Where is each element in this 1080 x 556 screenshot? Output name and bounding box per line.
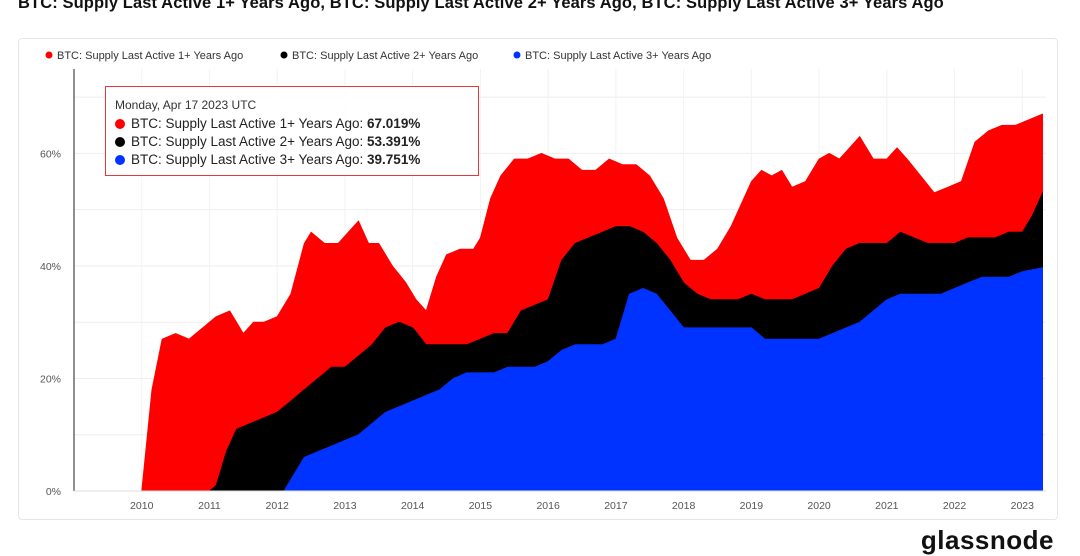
- area-series-3: [141, 267, 1044, 492]
- y-tick-label: 40%: [40, 261, 61, 273]
- series-areas: [141, 113, 1044, 492]
- area-chart[interactable]: 0% 20% 40% 60% 2010 2011 2012 2013 2014 2015 2016 2…: [19, 39, 1057, 519]
- tooltip-row-3y: BTC: Supply Last Active 3+ Years Ago: 39…: [115, 151, 478, 169]
- legend-item-3[interactable]: BTC: Supply Last Active 3+ Years Ago: [525, 50, 711, 62]
- x-tick-label: 2018: [672, 500, 696, 512]
- page-title: BTC: Supply Last Active 1+ Years Ago, BT…: [18, 0, 944, 12]
- legend-dot-3: [513, 51, 521, 59]
- tooltip-label-1y: BTC: Supply Last Active 1+ Years Ago:: [131, 116, 368, 131]
- legend-dot-2: [280, 51, 288, 59]
- y-tick-label: 0%: [46, 486, 61, 498]
- tooltip-value-1y: 67.019%: [367, 116, 421, 131]
- y-tick-label: 60%: [40, 148, 61, 160]
- x-tick-label: 2022: [943, 500, 967, 512]
- x-tick-label: 2016: [536, 500, 560, 512]
- x-tick-label: 2010: [130, 500, 154, 512]
- tooltip-dot-2y: [115, 137, 125, 147]
- tooltip-row-2y: BTC: Supply Last Active 2+ Years Ago: 53…: [115, 133, 478, 151]
- tooltip-date: Monday, Apr 17 2023 UTC: [115, 98, 257, 112]
- x-tick-label: 2017: [604, 500, 628, 512]
- legend-item-2[interactable]: BTC: Supply Last Active 2+ Years Ago: [292, 50, 478, 62]
- tooltip-label-3y: BTC: Supply Last Active 3+ Years Ago:: [131, 152, 368, 167]
- x-tick-label: 2020: [807, 500, 831, 512]
- x-tick-label: 2014: [401, 500, 425, 512]
- x-tick-label: 2019: [740, 500, 764, 512]
- x-tick-label: 2012: [266, 500, 290, 512]
- tooltip-dot-1y: [115, 119, 125, 129]
- legend-dot-1: [45, 51, 53, 59]
- x-tick-label: 2013: [333, 500, 357, 512]
- x-tick-label: 2015: [469, 500, 493, 512]
- legend[interactable]: BTC: Supply Last Active 1+ Years Ago BTC:…: [45, 50, 712, 62]
- axes: 0% 20% 40% 60% 2010 2011 2012 2013 2014 2015 2016 2…: [40, 69, 1046, 512]
- brand-logo: glassnode: [920, 525, 1054, 555]
- tooltip-value-2y: 53.391%: [367, 134, 421, 149]
- legend-item-1[interactable]: BTC: Supply Last Active 1+ Years Ago: [57, 50, 243, 62]
- chart-card: 0% 20% 40% 60% 2010 2011 2012 2013 2014 2015 2016 2…: [18, 38, 1058, 520]
- y-tick-label: 20%: [40, 373, 61, 385]
- chart-tooltip: Monday, Apr 17 2023 UTC BTC: Supply Last…: [105, 86, 479, 176]
- tooltip-value-3y: 39.751%: [367, 152, 421, 167]
- tooltip-label-2y: BTC: Supply Last Active 2+ Years Ago:: [131, 134, 368, 149]
- x-tick-label: 2011: [198, 500, 221, 512]
- tooltip-row-1y: BTC: Supply Last Active 1+ Years Ago: 67…: [115, 115, 478, 133]
- x-tick-label: 2023: [1011, 500, 1035, 512]
- tooltip-dot-3y: [115, 155, 125, 165]
- x-tick-label: 2021: [875, 500, 899, 512]
